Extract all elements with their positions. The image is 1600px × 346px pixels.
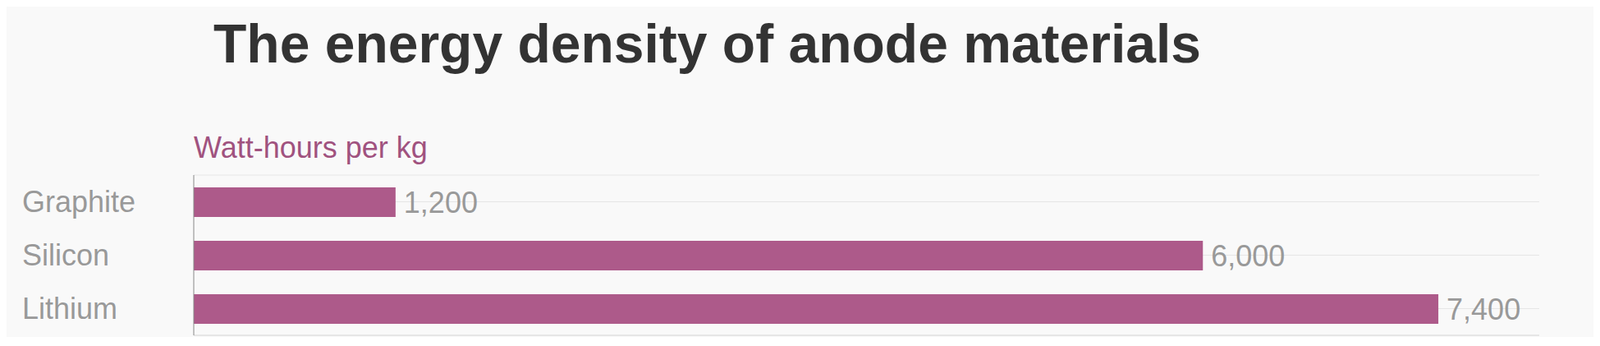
svg-text:Silicon: Silicon bbox=[22, 238, 110, 272]
svg-text:1,200: 1,200 bbox=[403, 185, 478, 220]
svg-text:7,400: 7,400 bbox=[1446, 292, 1521, 326]
svg-text:Lithium: Lithium bbox=[22, 291, 118, 326]
html-text:Watt-hours per kg: Watt-hours per kg bbox=[193, 130, 428, 165]
svg-text:6,000: 6,000 bbox=[1210, 238, 1285, 273]
html-text:The energy density of anode ma: The energy density of anode materials bbox=[213, 13, 1202, 74]
svg-text:Graphite: Graphite bbox=[22, 184, 136, 219]
